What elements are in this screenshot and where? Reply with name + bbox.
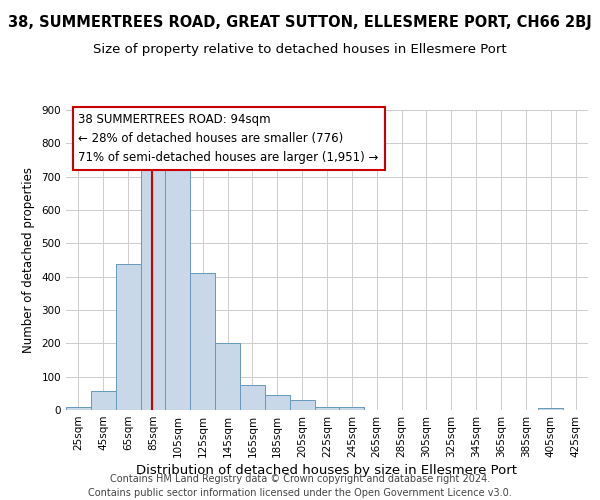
Bar	[240, 385, 265, 410]
Bar	[215, 344, 240, 410]
Bar	[314, 406, 340, 410]
Bar	[140, 160, 166, 410]
Text: 38, SUMMERTREES ROAD, GREAT SUTTON, ELLESMERE PORT, CH66 2BJ: 38, SUMMERTREES ROAD, GREAT SUTTON, ELLE…	[8, 15, 592, 30]
Y-axis label: Number of detached properties: Number of detached properties	[22, 167, 35, 353]
Bar	[166, 160, 190, 410]
X-axis label: Distribution of detached houses by size in Ellesmere Port: Distribution of detached houses by size …	[137, 464, 517, 477]
Bar	[265, 395, 290, 410]
Bar	[66, 406, 91, 410]
Bar	[340, 406, 364, 410]
Bar	[538, 408, 563, 410]
Text: 38 SUMMERTREES ROAD: 94sqm
← 28% of detached houses are smaller (776)
71% of sem: 38 SUMMERTREES ROAD: 94sqm ← 28% of deta…	[79, 114, 379, 164]
Text: Contains HM Land Registry data © Crown copyright and database right 2024.
Contai: Contains HM Land Registry data © Crown c…	[88, 474, 512, 498]
Text: Size of property relative to detached houses in Ellesmere Port: Size of property relative to detached ho…	[93, 42, 507, 56]
Bar	[190, 274, 215, 410]
Bar	[91, 391, 116, 410]
Bar	[116, 264, 140, 410]
Bar	[290, 400, 314, 410]
